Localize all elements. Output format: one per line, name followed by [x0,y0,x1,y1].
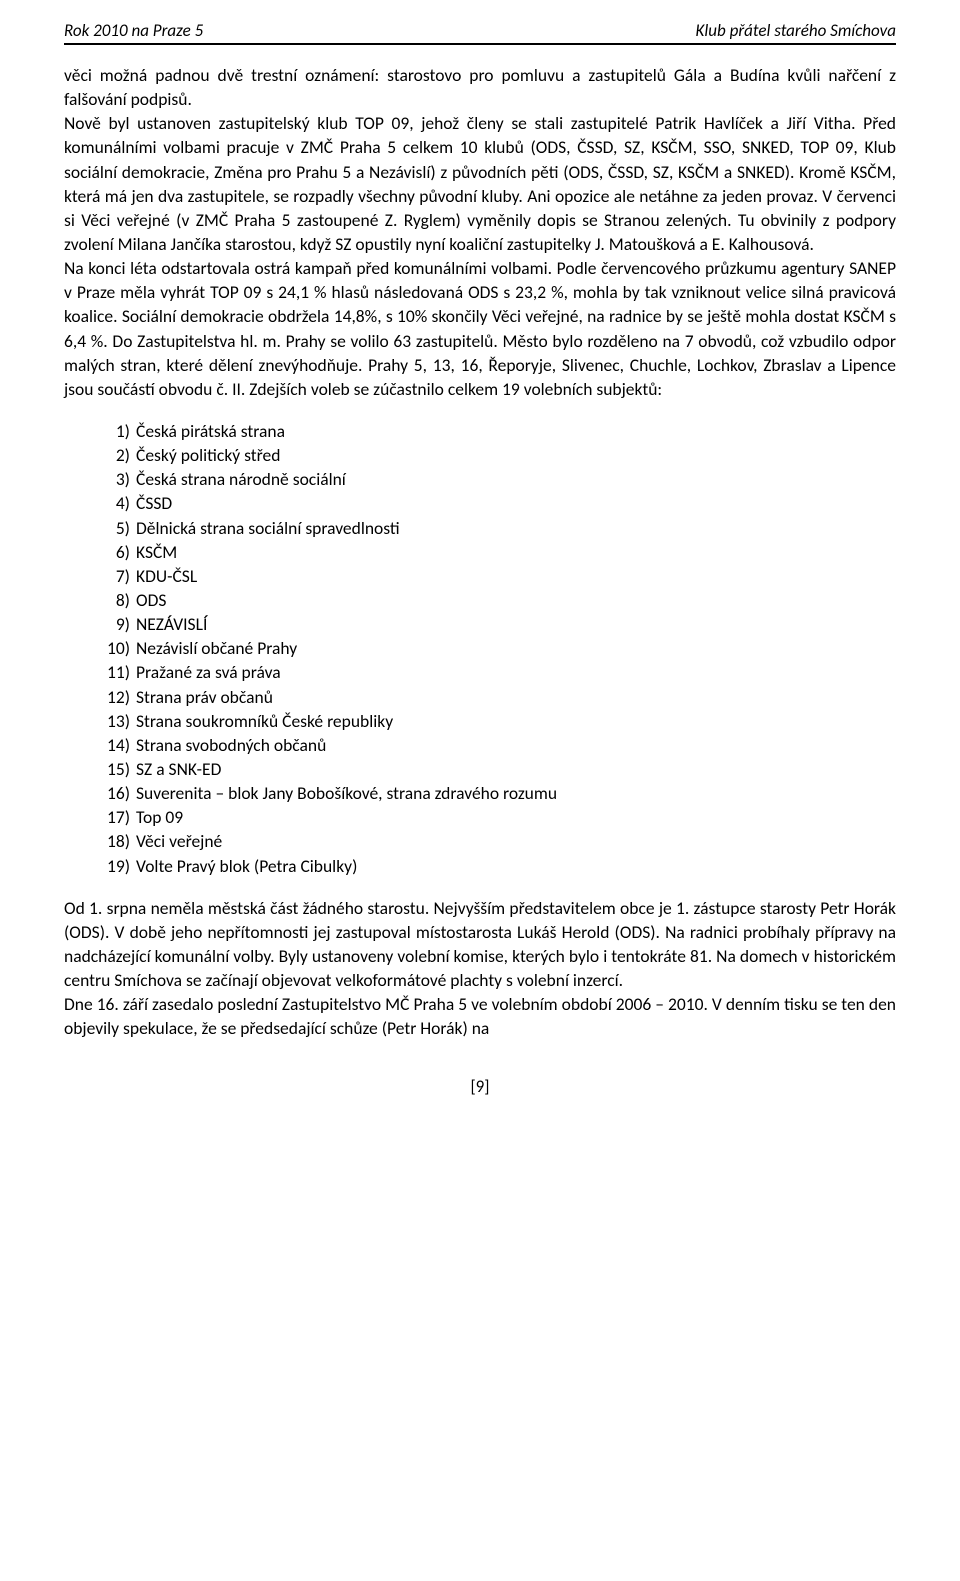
page-number: [9] [470,1076,489,1097]
paragraph-1: věci možná padnou dvě trestní oznámení: … [64,63,896,111]
list-text: ČSSD [136,491,172,515]
list-item: 2)Český politický střed [100,443,896,467]
body-text-block-2: Od 1. srpna neměla městská část žádného … [64,896,896,1041]
list-item: 16)Suverenita – blok Jany Bobošíkové, st… [100,781,896,805]
list-text: Top 09 [136,805,183,829]
list-number: 8) [100,588,130,612]
list-item: 6)KSČM [100,540,896,564]
list-number: 6) [100,540,130,564]
list-number: 17) [100,805,130,829]
list-text: Česká strana národně sociální [136,467,346,491]
list-number: 1) [100,419,130,443]
paragraph-5: Dne 16. září zasedalo poslední Zastupite… [64,992,896,1040]
body-text-block-1: věci možná padnou dvě trestní oznámení: … [64,63,896,401]
list-text: Pražané za svá práva [136,660,281,684]
list-number: 4) [100,491,130,515]
list-text: ODS [136,588,166,612]
list-number: 19) [100,854,130,878]
header-right: Klub přátel starého Smíchova [696,20,896,41]
list-text: Dělnická strana sociální spravedlnosti [136,516,400,540]
list-item: 5)Dělnická strana sociální spravedlnosti [100,516,896,540]
list-text: KSČM [136,540,177,564]
list-item: 11)Pražané za svá práva [100,660,896,684]
list-number: 2) [100,443,130,467]
list-text: Strana soukromníků České republiky [136,709,393,733]
list-item: 18)Věci veřejné [100,829,896,853]
list-number: 12) [100,685,130,709]
paragraph-2: Nově byl ustanoven zastupitelský klub TO… [64,111,896,256]
list-text: Volte Pravý blok (Petra Cibulky) [136,854,357,878]
list-text: Strana svobodných občanů [136,733,326,757]
list-item: 8)ODS [100,588,896,612]
list-item: 4)ČSSD [100,491,896,515]
list-number: 13) [100,709,130,733]
list-number: 7) [100,564,130,588]
list-item: 14)Strana svobodných občanů [100,733,896,757]
list-item: 7)KDU-ČSL [100,564,896,588]
list-item: 19)Volte Pravý blok (Petra Cibulky) [100,854,896,878]
list-number: 18) [100,829,130,853]
list-text: Nezávislí občané Prahy [136,636,297,660]
list-number: 15) [100,757,130,781]
list-text: Strana práv občanů [136,685,273,709]
list-number: 11) [100,660,130,684]
list-number: 3) [100,467,130,491]
page-header: Rok 2010 na Praze 5 Klub přátel starého … [64,20,896,45]
list-item: 3)Česká strana národně sociální [100,467,896,491]
list-text: Česká pirátská strana [136,419,285,443]
numbered-list: 1)Česká pirátská strana 2)Český politick… [100,419,896,878]
list-number: 14) [100,733,130,757]
list-text: KDU-ČSL [136,564,197,588]
list-number: 9) [100,612,130,636]
list-number: 10) [100,636,130,660]
list-text: SZ a SNK-ED [136,757,221,781]
list-item: 13)Strana soukromníků České republiky [100,709,896,733]
list-text: NEZÁVISLÍ [136,612,207,636]
list-text: Suverenita – blok Jany Bobošíkové, stran… [136,781,557,805]
list-item: 17)Top 09 [100,805,896,829]
list-text: Věci veřejné [136,829,222,853]
list-text: Český politický střed [136,443,280,467]
list-item: 10)Nezávislí občané Prahy [100,636,896,660]
header-left: Rok 2010 na Praze 5 [64,20,203,41]
list-item: 12)Strana práv občanů [100,685,896,709]
list-item: 15)SZ a SNK-ED [100,757,896,781]
list-number: 5) [100,516,130,540]
list-number: 16) [100,781,130,805]
paragraph-4: Od 1. srpna neměla městská část žádného … [64,896,896,993]
paragraph-3: Na konci léta odstartovala ostrá kampaň … [64,256,896,401]
page-footer: [9] [64,1076,896,1097]
list-item: 1)Česká pirátská strana [100,419,896,443]
list-item: 9)NEZÁVISLÍ [100,612,896,636]
